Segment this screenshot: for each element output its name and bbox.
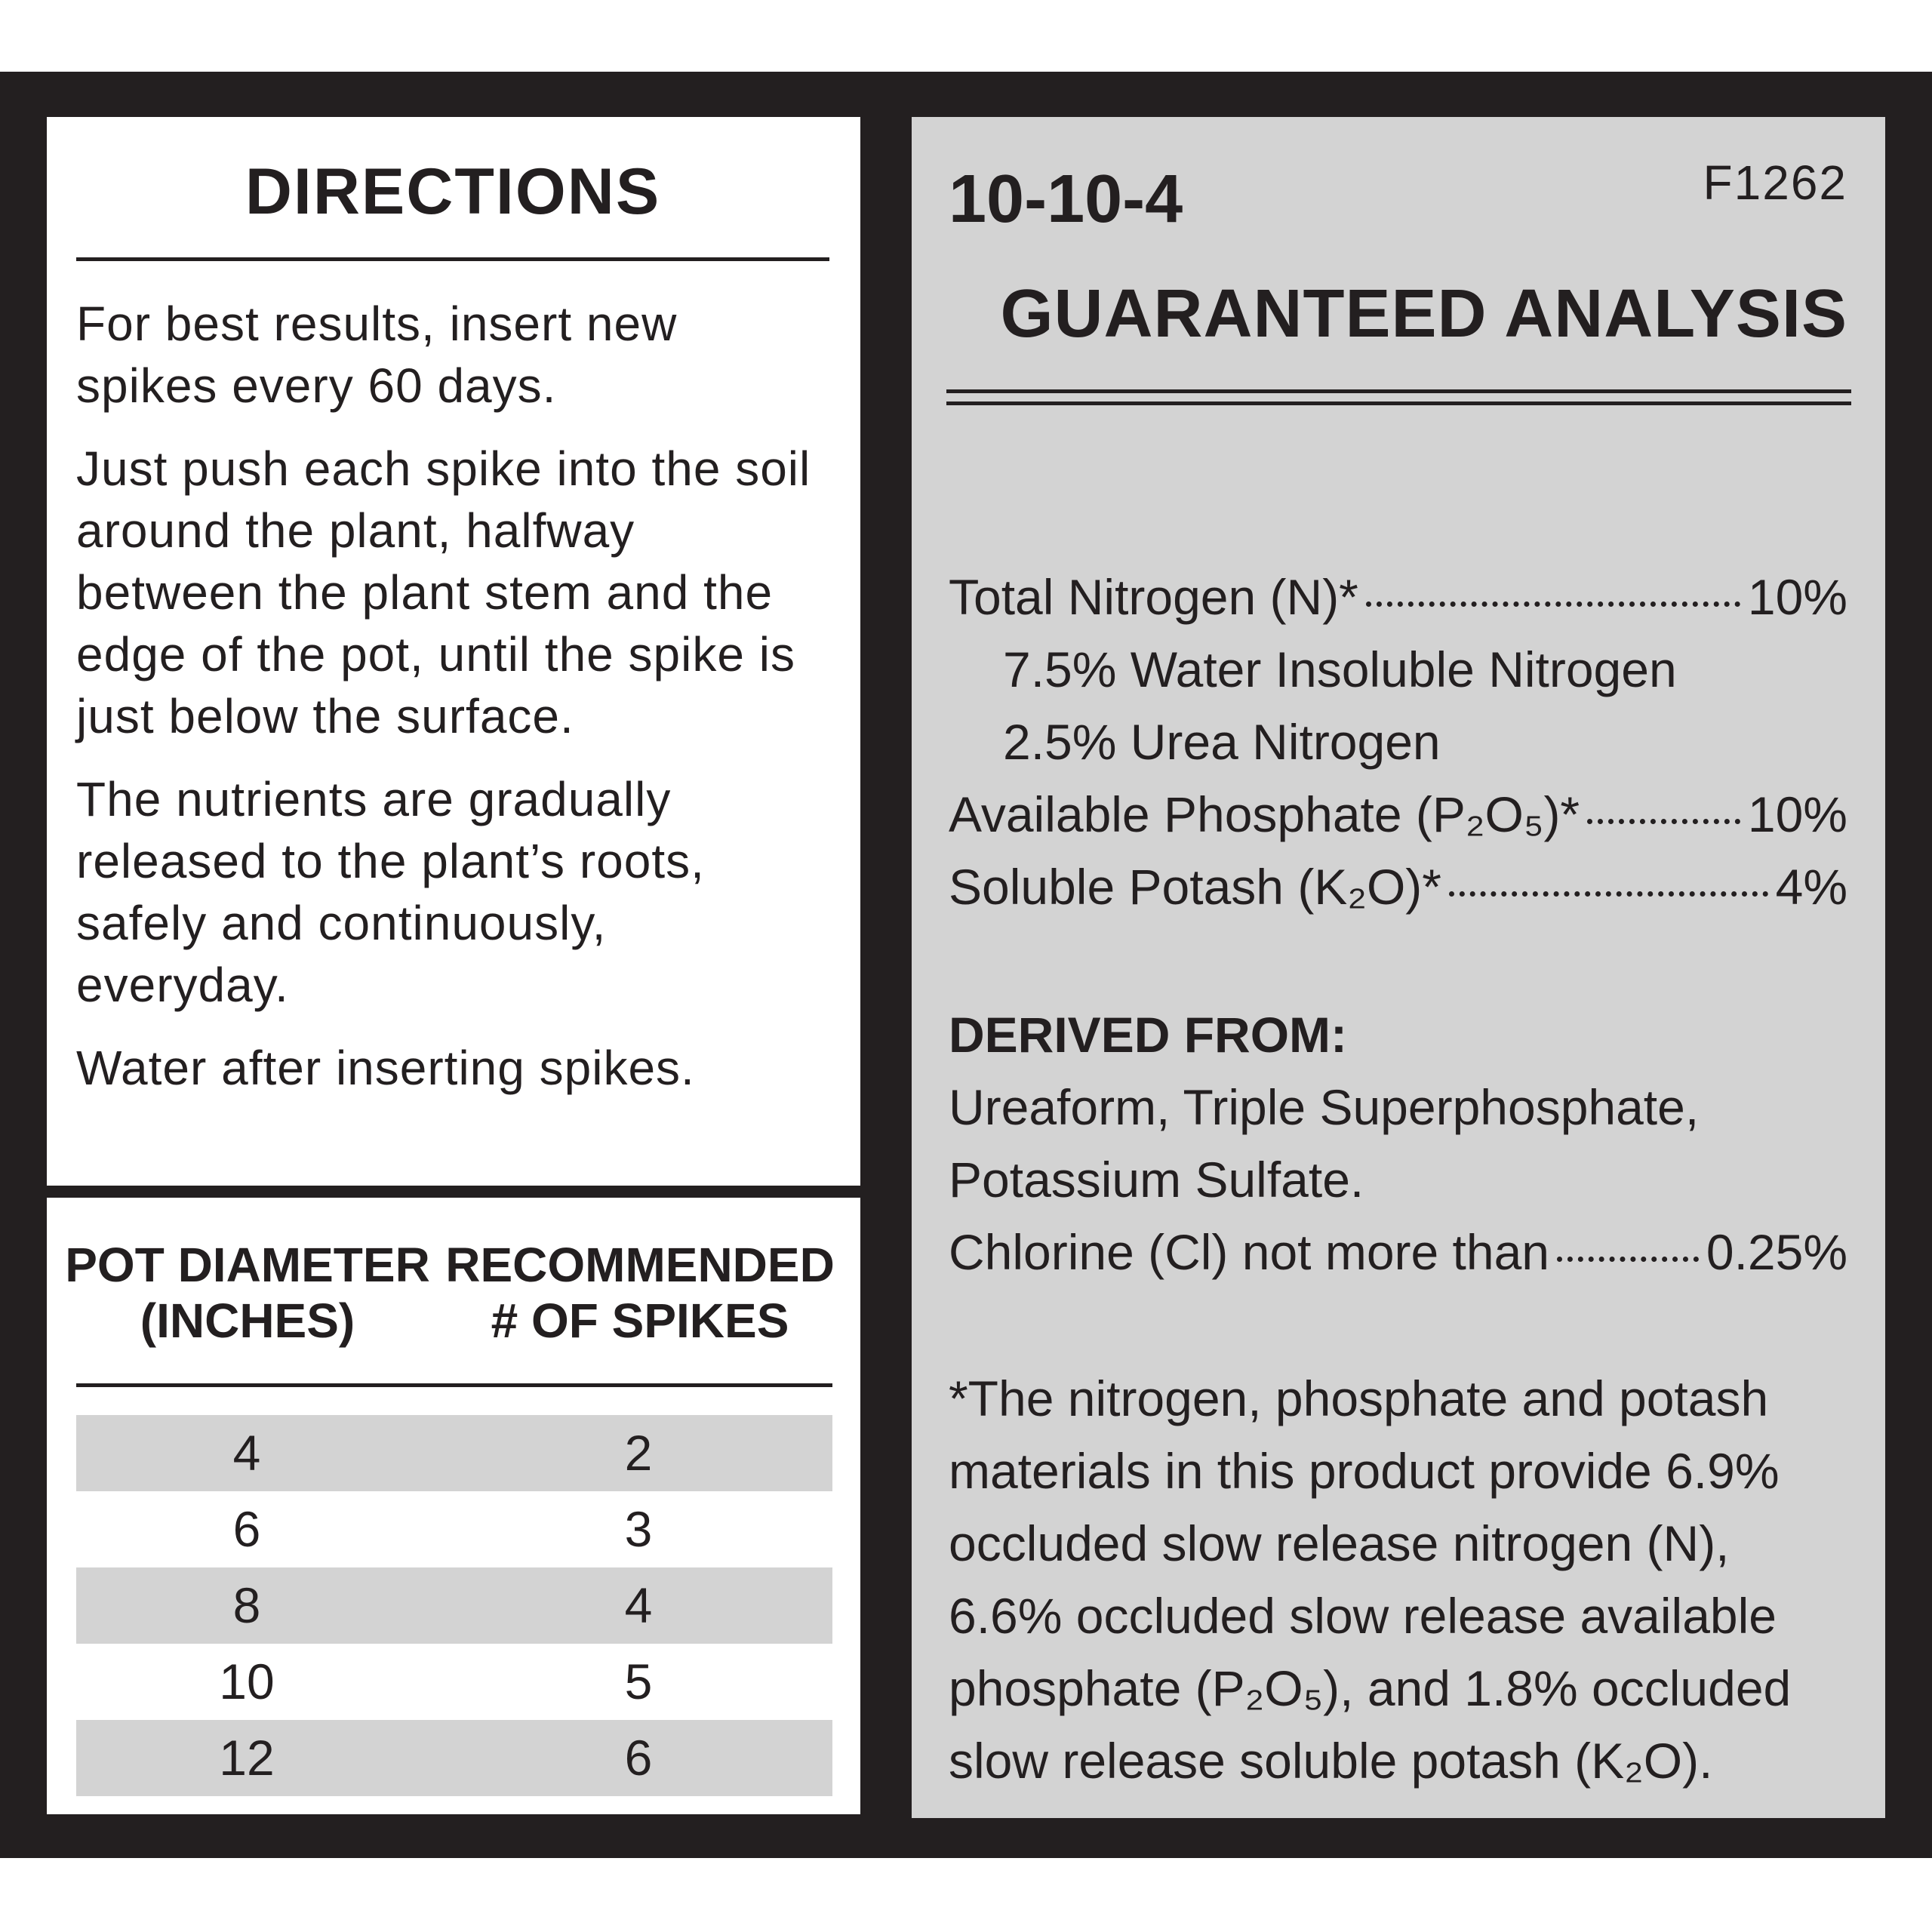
directions-title: DIRECTIONS — [245, 155, 661, 228]
rule — [76, 1383, 832, 1387]
table-cell: 10 — [219, 1654, 275, 1709]
item-label: Total Nitrogen (N)* — [949, 569, 1358, 625]
item-label: Soluble Potash (K₂O)* — [949, 859, 1441, 915]
derived-section: DERIVED FROM: Ureaform, Triple Superphos… — [949, 998, 1847, 1288]
analysis-title: GUARANTEED ANALYSIS — [1000, 276, 1847, 352]
item-value: 4% — [1775, 859, 1847, 915]
analysis-item: 7.5% Water Insoluble Nitrogen — [949, 633, 1847, 706]
analysis-item: Total Nitrogen (N)* 10% — [949, 561, 1847, 633]
paragraph: The nutrients are gradually released to … — [76, 772, 705, 1012]
header-line: # OF SPIKES — [491, 1294, 789, 1348]
item-value: 10% — [1747, 786, 1847, 842]
derived-text: Ureaform, Triple Superphosphate, Potassi… — [949, 1079, 1700, 1208]
table-cell: 4 — [624, 1577, 653, 1633]
rule — [946, 389, 1851, 393]
column-header: RECOMMENDED # OF SPIKES — [436, 1237, 844, 1349]
spike-table: POT DIAMETER (INCHES) RECOMMENDED # OF S… — [47, 1198, 860, 1814]
header-line: (INCHES) — [140, 1294, 355, 1348]
table-row: 12 6 — [76, 1720, 832, 1796]
table-cell: 2 — [624, 1425, 653, 1481]
table-cell: 3 — [624, 1501, 653, 1557]
analysis-item: Available Phosphate (P₂O₅)* 10% — [949, 778, 1847, 851]
chlorine-row: Chlorine (Cl) not more than 0.25% — [949, 1216, 1847, 1288]
analysis-item: Soluble Potash (K₂O)* 4% — [949, 851, 1847, 923]
rule — [946, 401, 1851, 405]
item-value: 10% — [1747, 569, 1847, 625]
directions-panel: DIRECTIONS For best results, insert new … — [47, 117, 860, 1186]
header-line: POT DIAMETER — [65, 1238, 430, 1292]
item-value: 0.25% — [1706, 1224, 1847, 1280]
table-cell: 6 — [624, 1730, 653, 1786]
paragraph: Just push each spike into the soil aroun… — [76, 441, 811, 743]
leader — [1557, 1257, 1699, 1262]
analysis-list: Total Nitrogen (N)* 10% 7.5% Water Insolub… — [949, 561, 1847, 923]
footnote: *The nitrogen, phosphate and potash mate… — [949, 1371, 1792, 1789]
leader — [1448, 891, 1768, 897]
table-cell: 4 — [232, 1425, 261, 1481]
derived-title: DERIVED FROM: — [949, 1007, 1347, 1063]
table-row: 10 5 — [76, 1644, 832, 1720]
paragraph: For best results, insert new spikes ever… — [76, 297, 678, 413]
item-label: Available Phosphate (P₂O₅)* — [949, 786, 1580, 842]
item-label: 2.5% Urea Nitrogen — [1003, 714, 1441, 770]
column-header: POT DIAMETER (INCHES) — [44, 1237, 451, 1349]
item-label: 7.5% Water Insoluble Nitrogen — [1003, 641, 1677, 697]
grade: 10-10-4 — [949, 162, 1183, 237]
paragraph: Water after inserting spikes. — [76, 1041, 695, 1095]
table-cell: 12 — [219, 1730, 275, 1786]
table-cell: 5 — [624, 1654, 653, 1709]
header-line: RECOMMENDED — [445, 1238, 835, 1292]
item-label: Chlorine (Cl) not more than — [949, 1224, 1549, 1280]
analysis-item: 2.5% Urea Nitrogen — [949, 706, 1847, 778]
leader — [1587, 819, 1740, 824]
table-cell: 6 — [232, 1501, 261, 1557]
rule — [76, 257, 829, 261]
leader — [1365, 601, 1740, 607]
product-code: F1262 — [1703, 155, 1847, 210]
analysis-panel: 10-10-4 F1262 GUARANTEED ANALYSIS Total … — [912, 117, 1885, 1818]
table-cell: 8 — [232, 1577, 261, 1633]
